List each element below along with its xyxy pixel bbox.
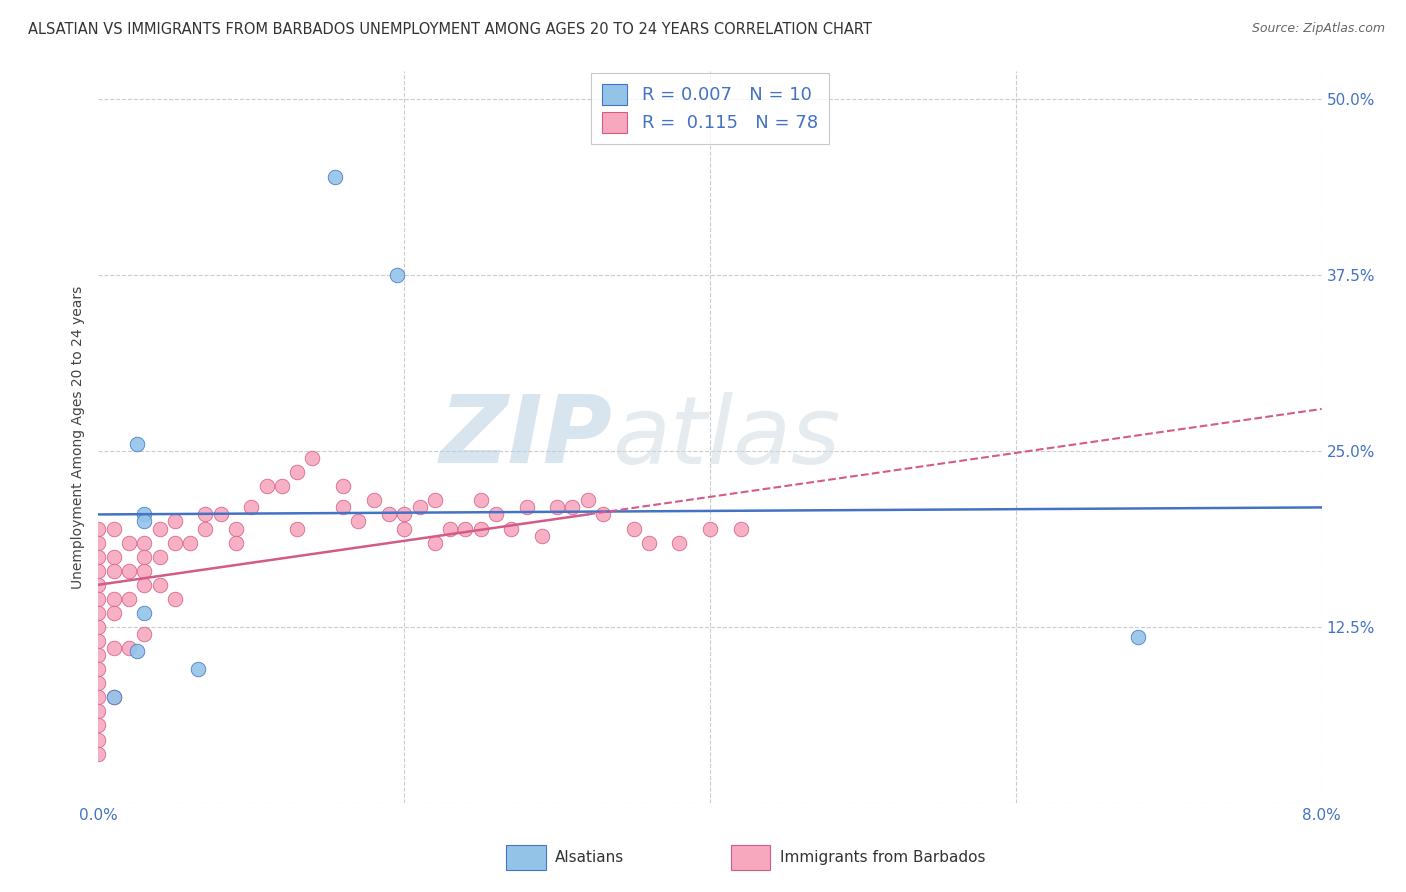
Point [423, 493, 446, 508]
Point [194, 508, 217, 522]
Point [576, 493, 599, 508]
Point [87, 634, 110, 648]
Point [332, 500, 354, 515]
Point [103, 690, 125, 705]
Point [392, 508, 416, 522]
Point [194, 521, 217, 535]
Point [1128, 630, 1150, 644]
Point [87, 549, 110, 564]
Point [301, 451, 323, 466]
Point [87, 690, 110, 705]
Point [149, 521, 172, 535]
Text: ALSATIAN VS IMMIGRANTS FROM BARBADOS UNEMPLOYMENT AMONG AGES 20 TO 24 YEARS CORR: ALSATIAN VS IMMIGRANTS FROM BARBADOS UNE… [28, 22, 872, 37]
Point [118, 591, 141, 606]
Point [378, 508, 401, 522]
Point [363, 493, 385, 508]
Point [285, 465, 308, 479]
Point [163, 515, 186, 529]
Point [118, 641, 141, 656]
Legend: R = 0.007   N = 10, R =  0.115   N = 78: R = 0.007 N = 10, R = 0.115 N = 78 [592, 73, 828, 144]
Point [392, 521, 416, 535]
Point [668, 535, 690, 549]
FancyBboxPatch shape [506, 846, 546, 871]
Text: Alsatians: Alsatians [555, 850, 624, 865]
Point [103, 564, 125, 578]
Point [103, 521, 125, 535]
Point [325, 169, 347, 184]
Point [485, 508, 508, 522]
Point [134, 515, 156, 529]
Point [134, 606, 156, 620]
Point [285, 521, 308, 535]
Point [103, 606, 125, 620]
Point [125, 644, 148, 658]
Point [256, 479, 278, 493]
Point [87, 676, 110, 690]
Text: Source: ZipAtlas.com: Source: ZipAtlas.com [1251, 22, 1385, 36]
Point [423, 535, 446, 549]
Point [134, 627, 156, 641]
Point [623, 521, 645, 535]
Point [530, 528, 553, 542]
Point [225, 535, 247, 549]
Text: Immigrants from Barbados: Immigrants from Barbados [780, 850, 986, 865]
Point [179, 535, 201, 549]
Point [87, 718, 110, 732]
Point [730, 521, 752, 535]
Point [87, 732, 110, 747]
Point [225, 521, 247, 535]
Point [87, 620, 110, 634]
Point [347, 515, 370, 529]
Point [87, 705, 110, 719]
Point [118, 564, 141, 578]
Point [163, 535, 186, 549]
Point [87, 747, 110, 761]
Text: ZIP: ZIP [439, 391, 612, 483]
Point [546, 500, 568, 515]
Point [408, 500, 430, 515]
Y-axis label: Unemployment Among Ages 20 to 24 years: Unemployment Among Ages 20 to 24 years [72, 285, 86, 589]
Point [149, 578, 172, 592]
Point [561, 500, 583, 515]
Point [134, 508, 156, 522]
Point [149, 549, 172, 564]
Point [103, 591, 125, 606]
Point [240, 500, 263, 515]
Point [87, 606, 110, 620]
Point [470, 493, 492, 508]
Point [134, 549, 156, 564]
Point [125, 437, 148, 451]
Point [134, 578, 156, 592]
Point [699, 521, 721, 535]
Point [118, 535, 141, 549]
Text: atlas: atlas [612, 392, 841, 483]
Point [592, 508, 614, 522]
Point [87, 662, 110, 676]
Point [332, 479, 354, 493]
Point [385, 268, 408, 283]
Point [103, 690, 125, 705]
Point [516, 500, 538, 515]
Point [103, 641, 125, 656]
Point [87, 591, 110, 606]
FancyBboxPatch shape [731, 846, 770, 871]
Point [270, 479, 294, 493]
Point [87, 521, 110, 535]
Point [454, 521, 477, 535]
Point [470, 521, 492, 535]
Point [87, 564, 110, 578]
Point [637, 535, 661, 549]
Point [501, 521, 523, 535]
Point [209, 508, 232, 522]
Point [103, 549, 125, 564]
Point [439, 521, 461, 535]
Point [187, 662, 209, 676]
Point [134, 564, 156, 578]
Point [87, 535, 110, 549]
Point [87, 578, 110, 592]
Point [163, 591, 186, 606]
Point [134, 535, 156, 549]
Point [87, 648, 110, 662]
